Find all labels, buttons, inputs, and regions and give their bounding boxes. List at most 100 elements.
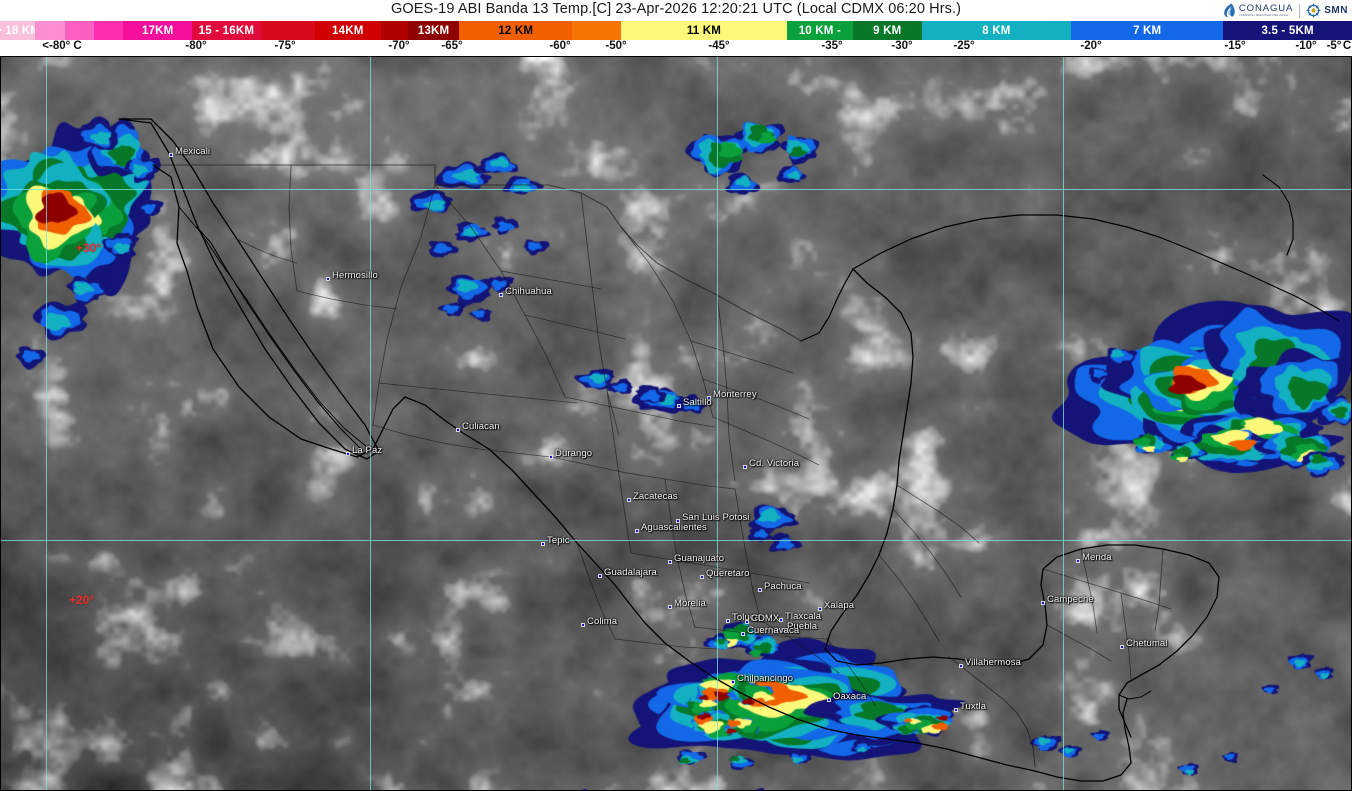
water-drop-icon (1224, 3, 1235, 18)
boundary-path (734, 488, 762, 622)
city-dot-icon (1041, 601, 1045, 605)
colorbar-tick: -80° (185, 40, 207, 52)
city-dot-icon (581, 623, 585, 627)
boundary-path (580, 192, 620, 436)
boundary-path (896, 484, 980, 544)
boundary-path (1120, 592, 1132, 680)
city-label: Morelia (674, 598, 706, 609)
graticule-latitude-line (1, 540, 1351, 541)
boundary-path (852, 214, 1340, 322)
boundary-path (1046, 624, 1112, 662)
boundary-path (524, 314, 626, 340)
boundary-path (630, 552, 810, 584)
boundary-path (118, 118, 380, 460)
colorbar-cell: 14KM (314, 21, 381, 40)
boundary-path (664, 478, 696, 628)
boundary-path (1080, 548, 1098, 634)
city-label: Hermosillo (332, 270, 378, 281)
smn-name: SMN (1324, 5, 1348, 16)
conagua-name: CONAGUA (1238, 2, 1294, 14)
city-label: CDMX (751, 613, 780, 624)
colorbar-cell: 3.5 - 5KM (1223, 21, 1352, 40)
city-dot-icon (700, 575, 704, 579)
boundary-path (576, 542, 616, 640)
colorbar-cell (380, 21, 408, 40)
boundary-path (564, 396, 716, 428)
colorbar-tick: -60° (549, 40, 571, 52)
city-label: Merida (1082, 552, 1112, 563)
colorbar-cell: 10 KM - (786, 21, 853, 40)
city-dot-icon (818, 607, 822, 611)
boundary-path (296, 290, 398, 310)
city-dot-icon (668, 560, 672, 564)
city-dot-icon (1076, 559, 1080, 563)
city-label: Colima (587, 616, 618, 627)
boundary-path (690, 340, 794, 374)
colorbar-cell (93, 21, 124, 40)
boundary-path (550, 456, 736, 490)
city-label: Guanajuato (674, 553, 725, 564)
colorbar-cell: 11 KM (621, 21, 787, 40)
city-dot-icon (549, 455, 553, 459)
city-dot-icon (541, 542, 545, 546)
boundary-path (1118, 690, 1152, 700)
graticule-latitude-line (1, 189, 1351, 190)
page-title: GOES-19 ABI Banda 13 Temp.[C] 23-Apr-202… (390, 1, 962, 17)
boundary-path (826, 638, 876, 706)
city-label: Monterrey (713, 389, 757, 400)
satellite-map-canvas[interactable]: +30°+20°-120°-110°-100°-90° MexicaliHerm… (0, 56, 1352, 791)
infrared-cloud-imagery (1, 57, 1351, 790)
city-dot-icon (169, 153, 173, 157)
city-label: Chihuahua (505, 286, 552, 297)
city-label: Tuxtla (960, 701, 987, 712)
boundary-path (878, 554, 940, 642)
colorbar-cell: 9 KM (852, 21, 922, 40)
city-label: La Paz (352, 445, 383, 456)
colorbar-tick: <-80° C (42, 40, 82, 52)
city-dot-icon (731, 680, 735, 684)
city-label: Toluca (732, 612, 761, 623)
colorbar-tick: -35° (821, 40, 843, 52)
city-dot-icon (954, 708, 958, 712)
city-label: Guadalajara (604, 567, 657, 578)
colorbar-tick: -25° (953, 40, 975, 52)
city-dot-icon (707, 396, 711, 400)
conagua-text-block: CONAGUA COMISIÓN NACIONAL DEL AGUA (1239, 4, 1293, 18)
city-dot-icon (635, 529, 639, 533)
city-dot-icon (627, 498, 631, 502)
city-dot-icon (959, 664, 963, 668)
boundary-path (614, 638, 718, 650)
colorbar-cell: 12 KM (459, 21, 573, 40)
agency-logos: CONAGUA COMISIÓN NACIONAL DEL AGUA SMN (1223, 1, 1348, 20)
boundary-path (500, 270, 602, 290)
colorbar-tick: -30° (891, 40, 913, 52)
city-label: Queretaro (706, 568, 750, 579)
header-bar: GOES-19 ABI Banda 13 Temp.[C] 23-Apr-202… (0, 0, 1352, 21)
colorbar-tick: -75° (274, 40, 296, 52)
boundary-path (760, 620, 840, 674)
city-label: Tlaxcala (785, 611, 822, 622)
colorbar-tick: -5° (1326, 40, 1342, 52)
city-dot-icon (743, 465, 747, 469)
city-label: Cuernavaca (747, 625, 800, 636)
colorbar-cell (572, 21, 622, 40)
conagua-logo: CONAGUA COMISIÓN NACIONAL DEL AGUA (1223, 3, 1293, 18)
colorbar-tick: -45° (708, 40, 730, 52)
conagua-subtitle: COMISIÓN NACIONAL DEL AGUA (1238, 13, 1289, 18)
boundary-path (236, 238, 298, 264)
boundary-path (152, 164, 802, 342)
boundary-path (606, 390, 632, 554)
city-label: Chetumal (1126, 638, 1168, 649)
boundary-path (702, 378, 810, 420)
boundary-path (152, 164, 1036, 772)
city-label: Saltillo (683, 397, 712, 408)
boundary-path (378, 382, 578, 404)
boundary-path (1262, 174, 1294, 256)
city-label: San Luis Potosi (682, 512, 750, 523)
city-label: Campeche (1047, 594, 1094, 605)
coordinate-label: +30° (76, 241, 102, 255)
city-dot-icon (676, 519, 680, 523)
